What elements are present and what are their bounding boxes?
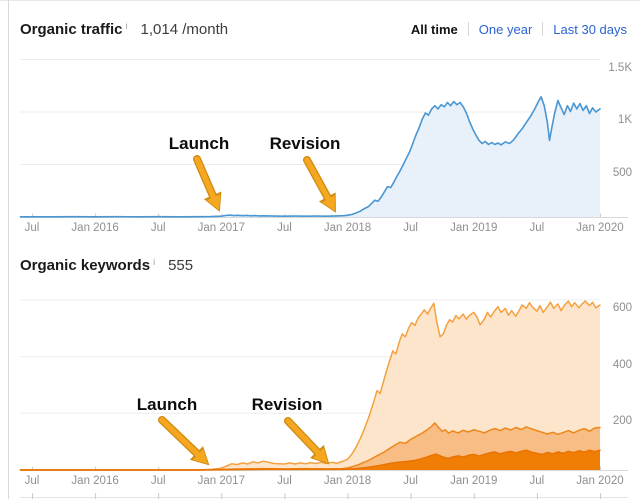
x-axis-label: Jan 2017 — [197, 222, 245, 234]
x-axis-label: Jan 2020 — [576, 475, 624, 487]
organic-traffic-area — [20, 96, 600, 217]
tab-separator — [467, 22, 469, 36]
annotation-label: Revision — [251, 395, 323, 414]
y-axis-label: 500 — [612, 166, 632, 179]
keywords-total-light-area — [20, 301, 600, 470]
x-axis-label: Jul — [277, 475, 292, 487]
tab-one-year[interactable]: One year — [478, 21, 533, 37]
x-axis-label: Jul — [403, 475, 418, 487]
x-axis-label: Jul — [277, 222, 292, 234]
annotation-label: Revision — [269, 134, 341, 153]
tab-all-time[interactable]: All time — [410, 21, 458, 37]
top-border — [0, 0, 640, 1]
organic-keywords-title: Organic keywords — [20, 256, 151, 274]
keywords-band-dark-area — [20, 450, 600, 470]
organic-traffic-value: 1,014 /month — [140, 20, 229, 38]
y-axis-label: 200 — [612, 415, 632, 428]
organic-keywords-value: 555 — [168, 256, 194, 274]
organic-keywords-chart[interactable] — [19, 290, 628, 475]
annotation-label: Launch — [168, 134, 230, 153]
organic-traffic-line — [19, 96, 601, 218]
time-range-tabs: All time One year Last 30 days — [401, 22, 627, 37]
x-axis-label: Jan 2016 — [71, 222, 119, 234]
keywords-band-medium-line — [19, 422, 601, 471]
x-axis-label: Jan 2020 — [576, 222, 624, 234]
x-axis-label: Jul — [150, 222, 166, 234]
x-axis-label: Jan 2017 — [197, 475, 245, 487]
tab-last-30-days[interactable]: Last 30 days — [553, 21, 627, 37]
x-axis-label: Jan 2019 — [450, 222, 498, 234]
x-axis-label: Jul — [529, 475, 545, 487]
x-axis-label: Jan 2016 — [71, 475, 119, 487]
y-axis-label: 1K — [617, 114, 632, 126]
organic-traffic-title: Organic traffic — [20, 20, 123, 38]
x-axis-label: Jul — [24, 222, 40, 234]
x-axis-label: Jul — [403, 222, 418, 234]
y-axis-label: 1.5K — [608, 61, 632, 74]
x-axis-label: Jul — [24, 475, 40, 487]
keywords-band-dark-line — [19, 449, 601, 471]
x-axis-label: Jul — [529, 222, 545, 234]
left-border — [8, 0, 9, 499]
keywords-total-light-line — [19, 300, 601, 471]
x-axis-label: Jul — [150, 475, 166, 487]
tab-separator — [542, 22, 544, 36]
y-axis-label: 600 — [612, 301, 632, 314]
organic-traffic-header: Organic traffic i 1,014 /month All time … — [20, 16, 627, 42]
x-axis-label: Jan 2018 — [323, 475, 372, 487]
info-icon[interactable]: i — [153, 256, 156, 267]
annotation-label: Launch — [136, 395, 198, 414]
x-axis-label: Jan 2018 — [323, 222, 372, 234]
x-axis-label: Jan 2019 — [450, 475, 498, 487]
info-icon[interactable]: i — [125, 20, 128, 31]
y-axis-label: 400 — [612, 358, 632, 371]
organic-keywords-header: Organic keywords i 555 — [20, 252, 627, 278]
